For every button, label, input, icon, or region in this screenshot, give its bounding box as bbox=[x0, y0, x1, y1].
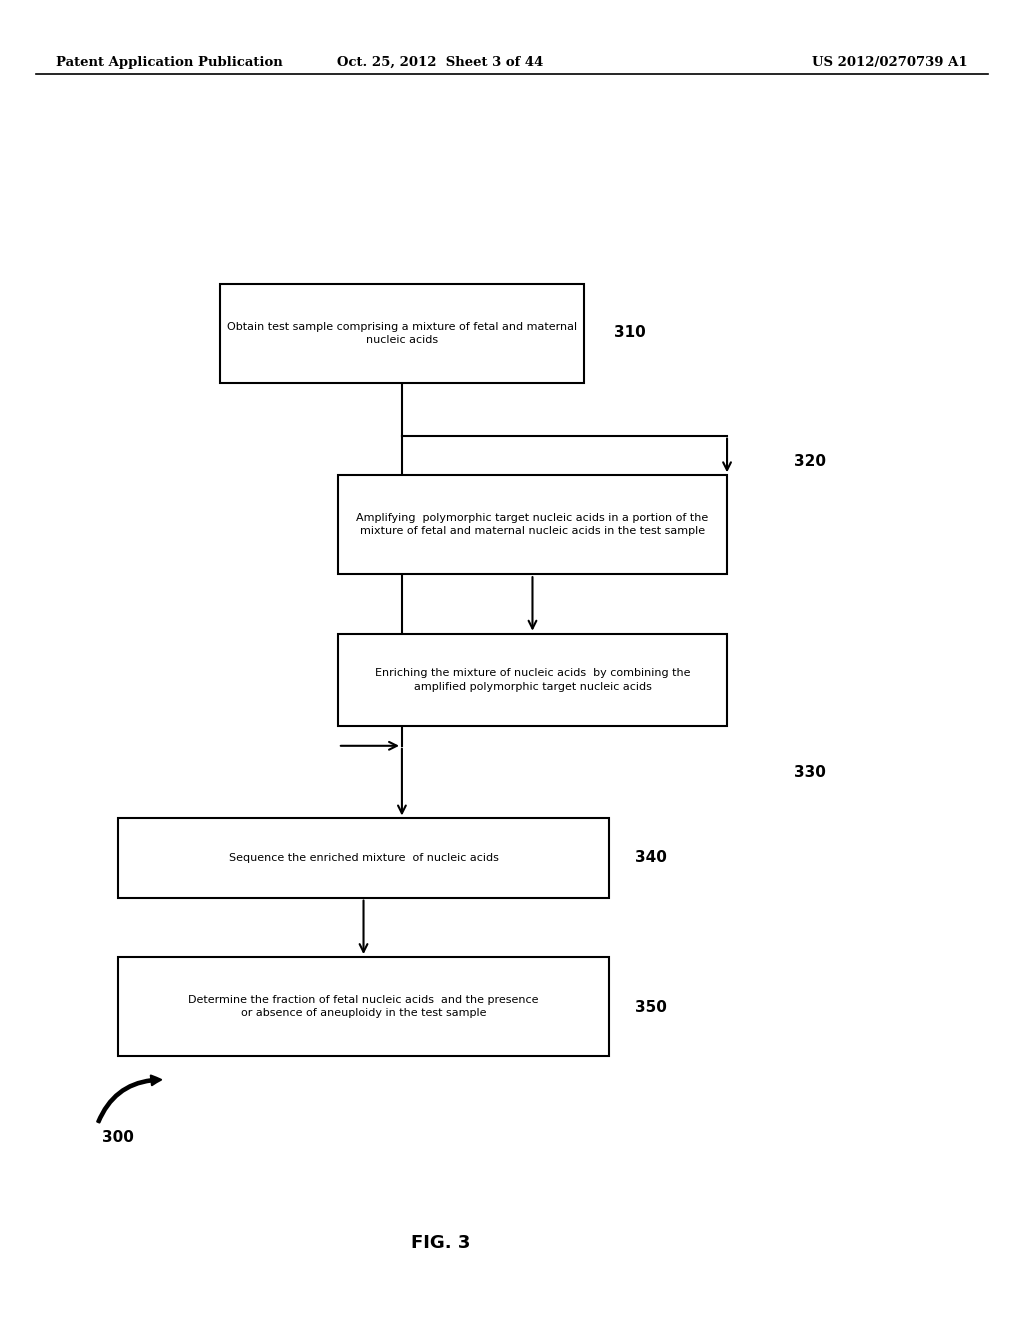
Bar bbox=[338, 475, 727, 574]
Text: Amplifying  polymorphic target nucleic acids in a portion of the
mixture of feta: Amplifying polymorphic target nucleic ac… bbox=[356, 513, 709, 536]
Text: Sequence the enriched mixture  of nucleic acids: Sequence the enriched mixture of nucleic… bbox=[228, 853, 499, 863]
Text: 330: 330 bbox=[794, 764, 825, 780]
FancyArrowPatch shape bbox=[97, 1076, 161, 1122]
Bar bbox=[338, 634, 727, 726]
Text: Oct. 25, 2012  Sheet 3 of 44: Oct. 25, 2012 Sheet 3 of 44 bbox=[337, 55, 544, 69]
Bar bbox=[118, 818, 609, 898]
Text: Enriching the mixture of nucleic acids  by combining the
amplified polymorphic t: Enriching the mixture of nucleic acids b… bbox=[375, 668, 690, 692]
Text: US 2012/0270739 A1: US 2012/0270739 A1 bbox=[812, 55, 968, 69]
Text: 340: 340 bbox=[635, 850, 667, 866]
Bar bbox=[118, 957, 609, 1056]
Text: 310: 310 bbox=[614, 325, 646, 341]
Bar bbox=[220, 284, 584, 383]
Text: Patent Application Publication: Patent Application Publication bbox=[56, 55, 283, 69]
Text: FIG. 3: FIG. 3 bbox=[411, 1234, 470, 1253]
Text: Obtain test sample comprising a mixture of fetal and maternal
nucleic acids: Obtain test sample comprising a mixture … bbox=[227, 322, 577, 345]
Text: 300: 300 bbox=[101, 1130, 134, 1146]
Text: 350: 350 bbox=[635, 999, 667, 1015]
Text: Determine the fraction of fetal nucleic acids  and the presence
or absence of an: Determine the fraction of fetal nucleic … bbox=[188, 995, 539, 1018]
Text: 320: 320 bbox=[794, 454, 825, 470]
